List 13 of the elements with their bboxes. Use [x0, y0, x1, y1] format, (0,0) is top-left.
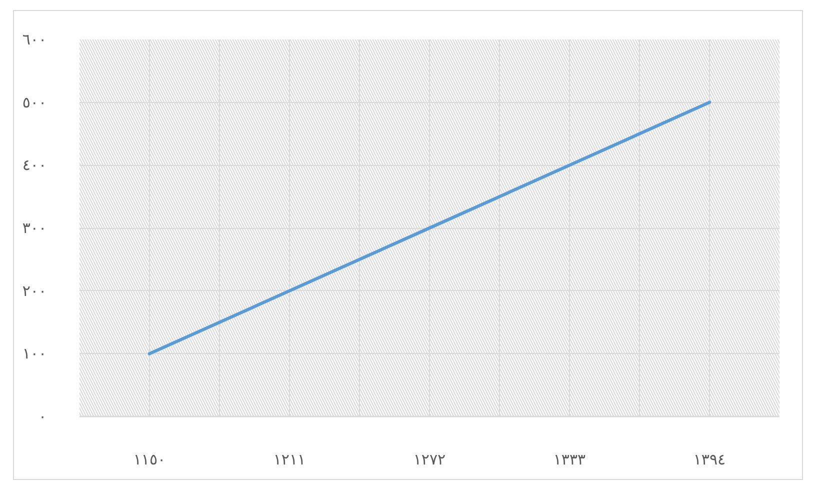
x-tick-label: ١٣٣٣ — [553, 450, 586, 468]
y-tick-label: ٣٠٠ — [22, 219, 46, 237]
y-tick-label: ٥٠٠ — [22, 93, 46, 112]
line-series — [148, 100, 712, 356]
x-tick-label: ١٢١١ — [273, 450, 306, 468]
y-tick-label: ٤٠٠ — [22, 156, 46, 174]
y-tick-label: ٠ — [38, 408, 47, 426]
y-tick-label: ٢٠٠ — [22, 282, 46, 300]
y-tick-label: ١٠٠ — [22, 344, 46, 363]
x-tick-label: ١١٥٠ — [133, 450, 166, 468]
x-tick-label: ١٢٧٢ — [413, 450, 446, 468]
y-tick-label: ٦٠٠ — [22, 30, 46, 48]
x-tick-label: ١٣٩٤ — [693, 450, 726, 468]
